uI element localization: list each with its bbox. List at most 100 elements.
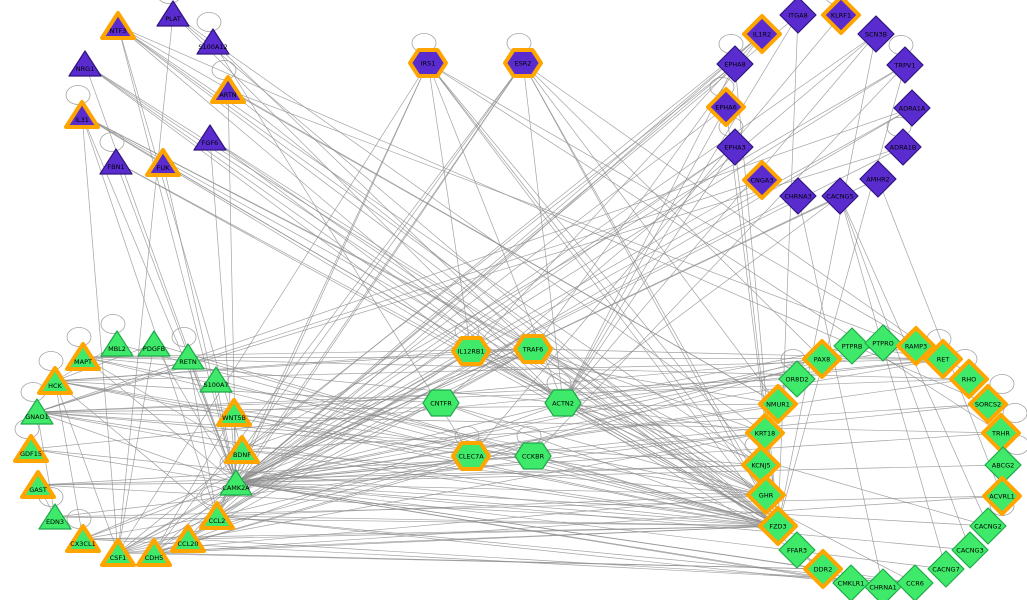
edge-FBN1-CAMK2A[interactable] <box>115 161 237 484</box>
self-loop-MBL2[interactable] <box>100 314 126 334</box>
edge-OR8D2-GNAO1[interactable] <box>36 378 798 413</box>
edge-GHR-BDNF[interactable] <box>241 449 767 496</box>
edge-FZD3-CAMK2A[interactable] <box>235 482 779 527</box>
edge-IRS1-GHR[interactable] <box>427 62 767 496</box>
edge-FBN1-FZD3[interactable] <box>115 161 779 527</box>
edge-GNAO1-BDNF[interactable] <box>36 411 243 451</box>
self-loop-ARTN[interactable] <box>211 60 237 80</box>
edge-ITGA8-CAMK2A[interactable] <box>235 14 799 484</box>
edge-CSF1-CCL2[interactable] <box>117 515 218 554</box>
edge-RHO-CAMK2A[interactable] <box>235 378 970 484</box>
self-loop-FBN1[interactable] <box>99 132 125 152</box>
edge-EPHA8-ACTN2[interactable] <box>562 63 736 404</box>
edge-PDGFB-HCK[interactable] <box>54 343 155 382</box>
edge-NMUR1-GNAO1[interactable] <box>36 403 779 413</box>
edge-PTPRO-CDH5[interactable] <box>153 342 884 554</box>
edge-GAST-CAMK2A[interactable] <box>37 482 237 486</box>
edge-SCN3B-ACTN2[interactable] <box>562 33 877 404</box>
edge-CCR6-CX3CL1[interactable] <box>82 538 916 584</box>
edge-AMHR2-ACVRL1[interactable] <box>877 178 1003 497</box>
edge-SCN3B-FZD3[interactable] <box>777 33 877 527</box>
edge-S100A12-TRAF6[interactable] <box>212 41 534 350</box>
edge-PLAT-CSF1[interactable] <box>117 13 174 554</box>
edge-GHR-HCK[interactable] <box>54 380 767 496</box>
edge-IRS1-CSF1[interactable] <box>117 62 429 554</box>
edge-GHR-CSF1[interactable] <box>117 494 767 554</box>
edge-IL12RB1-HCK[interactable] <box>54 350 472 382</box>
node-SCN3B[interactable]: SCN3B <box>857 15 895 53</box>
node-FGF6[interactable]: FGF6 <box>193 124 227 151</box>
edge-IL1R2-TRAF6[interactable] <box>532 33 763 350</box>
edge-IRS1-IL12RB1[interactable] <box>427 62 472 352</box>
edge-IL12RB1-CCL20[interactable] <box>187 350 472 540</box>
edge-IRS1-CAMK2A[interactable] <box>235 62 429 484</box>
edge-CACNG5-CACNG7[interactable] <box>839 195 947 570</box>
edge-IL1R2-CSF1[interactable] <box>117 33 763 554</box>
node-EPHA3[interactable]: EPHA3 <box>716 128 754 166</box>
self-loop-HCK[interactable] <box>38 351 64 371</box>
edge-NTF3-FZD3[interactable] <box>117 25 779 527</box>
edge-SCN3B-CAMK2A[interactable] <box>235 33 877 484</box>
edge-EPHA6-ACTN2[interactable] <box>562 106 727 404</box>
edge-CSF1-CAMK2A[interactable] <box>117 482 237 554</box>
edge-CX3CL1-CAMK2A[interactable] <box>82 482 237 540</box>
node-ITGA8[interactable]: ITGA8 <box>779 0 817 34</box>
self-loop-CCL2[interactable] <box>200 486 226 506</box>
node-NTF3[interactable]: NTF3 <box>100 11 136 40</box>
node-AMHR2[interactable]: AMHR2 <box>859 160 897 198</box>
edge-PTPRB-CDH5[interactable] <box>153 345 853 554</box>
edge-CNTFR-FZD3[interactable] <box>440 402 779 527</box>
node-NRG1[interactable]: NRG1 <box>68 50 102 77</box>
edge-KRT18-CSF1[interactable] <box>117 432 766 554</box>
edge-PLAT-ACTN2[interactable] <box>172 13 564 404</box>
edge-FZD3-RETN[interactable] <box>187 356 779 527</box>
edge-FZD3-CX3CL1[interactable] <box>82 525 779 540</box>
edge-EPHA3-CAMK2A[interactable] <box>235 146 736 484</box>
edge-ESR2-BDNF[interactable] <box>241 62 524 451</box>
edge-MAPT-CAMK2A[interactable] <box>82 356 237 484</box>
edge-CACNG5-CACNG3[interactable] <box>839 195 971 551</box>
edge-ADRA1A-CAMK2A[interactable] <box>235 107 913 484</box>
node-RETN[interactable]: RETN <box>171 343 205 370</box>
self-loop-TRHR[interactable] <box>1002 403 1027 423</box>
node-ACTN2[interactable]: ACTN2 <box>544 389 582 417</box>
edge-KCNJ5-GNAO1[interactable] <box>36 411 762 466</box>
node-CNTFR[interactable]: CNTFR <box>422 389 460 417</box>
edge-ESR2-CCL2[interactable] <box>216 62 524 517</box>
edge-NRG1-IL12RB1[interactable] <box>84 63 472 352</box>
edge-FZD3-GAST[interactable] <box>37 484 779 527</box>
edge-ITGA8-ACTN2[interactable] <box>562 14 799 404</box>
edge-FZD3-GDF15[interactable] <box>30 448 779 527</box>
edge-ESR2-CAMK2A[interactable] <box>235 62 524 484</box>
node-CCR6[interactable]: CCR6 <box>896 564 934 600</box>
node-ADRA1A[interactable]: ADRA1A <box>893 89 931 127</box>
edge-PDGFB-CAMK2A[interactable] <box>153 343 237 484</box>
edge-ACTN2-GHR[interactable] <box>562 402 767 496</box>
edge-CLEC7A-HCK[interactable] <box>54 380 472 457</box>
edge-PAX8-CAMK2A[interactable] <box>235 358 823 484</box>
edge-ESR2-FZD3[interactable] <box>522 62 779 527</box>
edge-FZD3-HCK[interactable] <box>54 380 779 527</box>
node-ESR2[interactable]: ESR2 <box>503 48 543 78</box>
self-loop-MAPT[interactable] <box>66 327 92 347</box>
node-IL31[interactable]: IL31 <box>64 100 100 129</box>
edge-IL12RB1-GHR[interactable] <box>470 350 767 496</box>
edge-TRAF6-RET[interactable] <box>532 348 944 360</box>
edge-HCK-CCL2[interactable] <box>54 380 218 517</box>
edge-CX3CL1-CCL2[interactable] <box>82 515 218 540</box>
edge-CACNG2-CAMK2A[interactable] <box>235 482 989 527</box>
edge-IL31-GHR[interactable] <box>81 114 767 496</box>
edge-NRG1-GHR[interactable] <box>84 63 767 496</box>
edge-ACTN2-KRT18[interactable] <box>562 402 766 434</box>
edge-IRS1-RET[interactable] <box>427 62 944 360</box>
edge-IL12RB1-CSF1[interactable] <box>117 350 472 554</box>
edge-CHRNA3-CHRNA1[interactable] <box>797 195 884 588</box>
edge-IL1R2-CAMK2A[interactable] <box>235 33 763 484</box>
edge-FZD3-MBL2[interactable] <box>116 343 779 527</box>
node-CACNG5[interactable]: CACNG5 <box>821 177 859 215</box>
edge-CNGA3-CAMK2A[interactable] <box>235 179 763 484</box>
node-FBN1[interactable]: FBN1 <box>99 148 133 175</box>
edge-IRS1-CCL2[interactable] <box>216 62 429 517</box>
edge-RHO-GNAO1[interactable] <box>36 378 970 413</box>
edge-CACNG7-CAMK2A[interactable] <box>235 482 947 570</box>
